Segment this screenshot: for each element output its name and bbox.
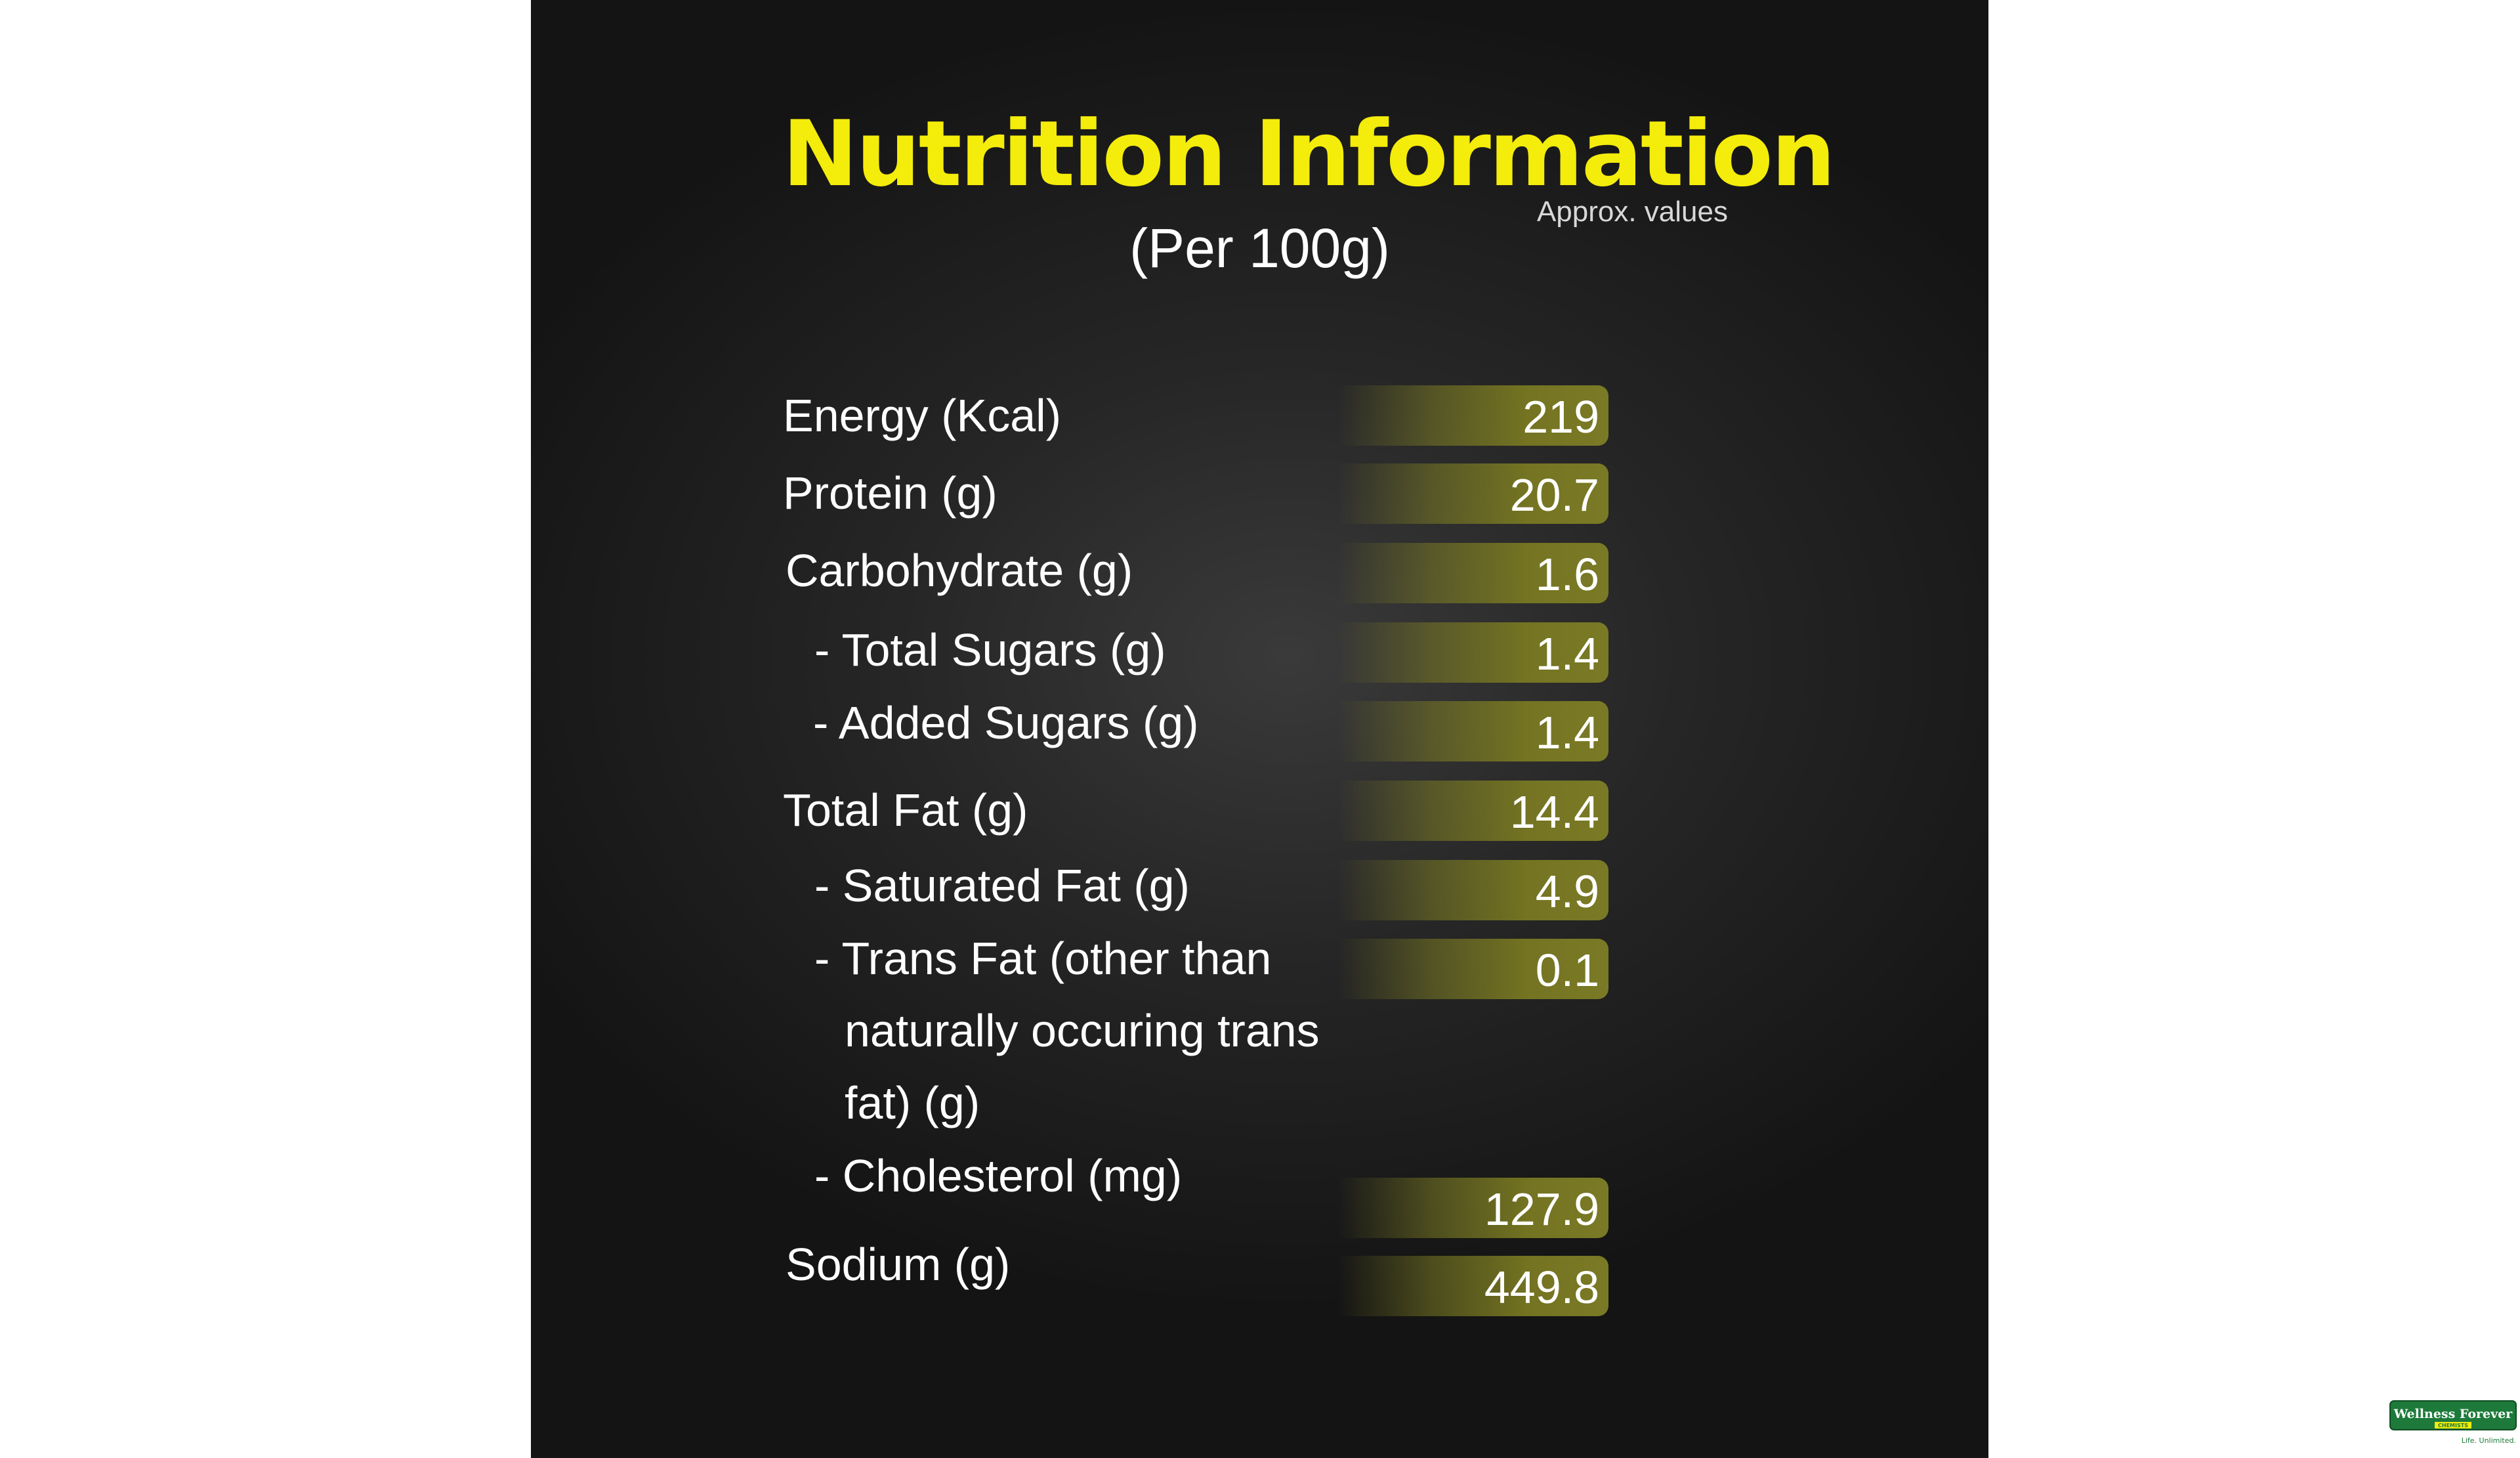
nutrient-label-total-fat: Total Fat (g) <box>783 784 1028 836</box>
logo-brand-name: Wellness Forever <box>2393 1407 2513 1421</box>
nutrient-label-energy: Energy (Kcal) <box>783 390 1062 441</box>
approx-values-note: Approx. values <box>1536 196 1728 228</box>
nutrient-value-bar-saturated-fat: 4.9 <box>1338 860 1608 920</box>
nutrient-value-protein: 20.7 <box>1509 469 1599 521</box>
nutrient-value-total-fat: 14.4 <box>1509 786 1599 838</box>
nutrient-label-total-sugars: - Total Sugars (g) <box>814 624 1166 675</box>
nutrient-label-added-sugars: - Added Sugars (g) <box>813 697 1199 748</box>
nutrient-value-bar-sodium: 449.8 <box>1338 1256 1608 1316</box>
nutrient-value-bar-total-sugars: 1.4 <box>1338 622 1608 683</box>
nutrient-value-added-sugars: 1.4 <box>1535 707 1599 758</box>
nutrient-label-trans-fat-line3: fat) (g) <box>845 1077 980 1128</box>
nutrient-value-total-sugars: 1.4 <box>1535 628 1599 679</box>
nutrient-label-saturated-fat: - Saturated Fat (g) <box>814 860 1190 911</box>
nutrient-value-saturated-fat: 4.9 <box>1535 866 1599 917</box>
nutrient-value-bar-protein: 20.7 <box>1338 463 1608 524</box>
nutrient-value-bar-carbohydrate: 1.6 <box>1338 543 1608 603</box>
nutrition-panel: Nutrition Information Approx. values (Pe… <box>531 0 1988 1458</box>
nutrient-value-bar-added-sugars: 1.4 <box>1338 701 1608 761</box>
nutrient-value-bar-cholesterol: 127.9 <box>1338 1178 1608 1238</box>
nutrient-label-trans-fat-line2: naturally occuring trans <box>845 1005 1320 1056</box>
nutrient-label-sodium: Sodium (g) <box>786 1239 1011 1290</box>
nutrient-label-trans-fat: - Trans Fat (other than <box>814 933 1272 984</box>
nutrient-value-bar-total-fat: 14.4 <box>1338 781 1608 841</box>
nutrient-value-trans-fat: 0.1 <box>1535 945 1599 996</box>
nutrient-value-cholesterol: 127.9 <box>1484 1184 1599 1235</box>
wellness-forever-logo: Wellness Forever CHEMISTS Life. Unlimite… <box>2389 1400 2517 1445</box>
per-100g-label: (Per 100g) <box>1129 217 1390 279</box>
nutrient-label-cholesterol: - Cholesterol (mg) <box>814 1150 1183 1201</box>
logo-tagline: Life. Unlimited. <box>2462 1436 2516 1445</box>
page-title: Nutrition Information <box>782 101 1836 207</box>
nutrient-label-protein: Protein (g) <box>783 467 998 519</box>
logo-brand-sub: CHEMISTS <box>2438 1423 2468 1428</box>
nutrient-value-bar-energy: 219 <box>1338 385 1608 446</box>
nutrient-value-sodium: 449.8 <box>1484 1262 1599 1313</box>
nutrient-value-carbohydrate: 1.6 <box>1535 549 1599 600</box>
nutrient-value-bar-trans-fat: 0.1 <box>1338 939 1608 999</box>
nutrient-label-carbohydrate: Carbohydrate (g) <box>786 545 1133 596</box>
nutrient-value-energy: 219 <box>1522 391 1599 442</box>
